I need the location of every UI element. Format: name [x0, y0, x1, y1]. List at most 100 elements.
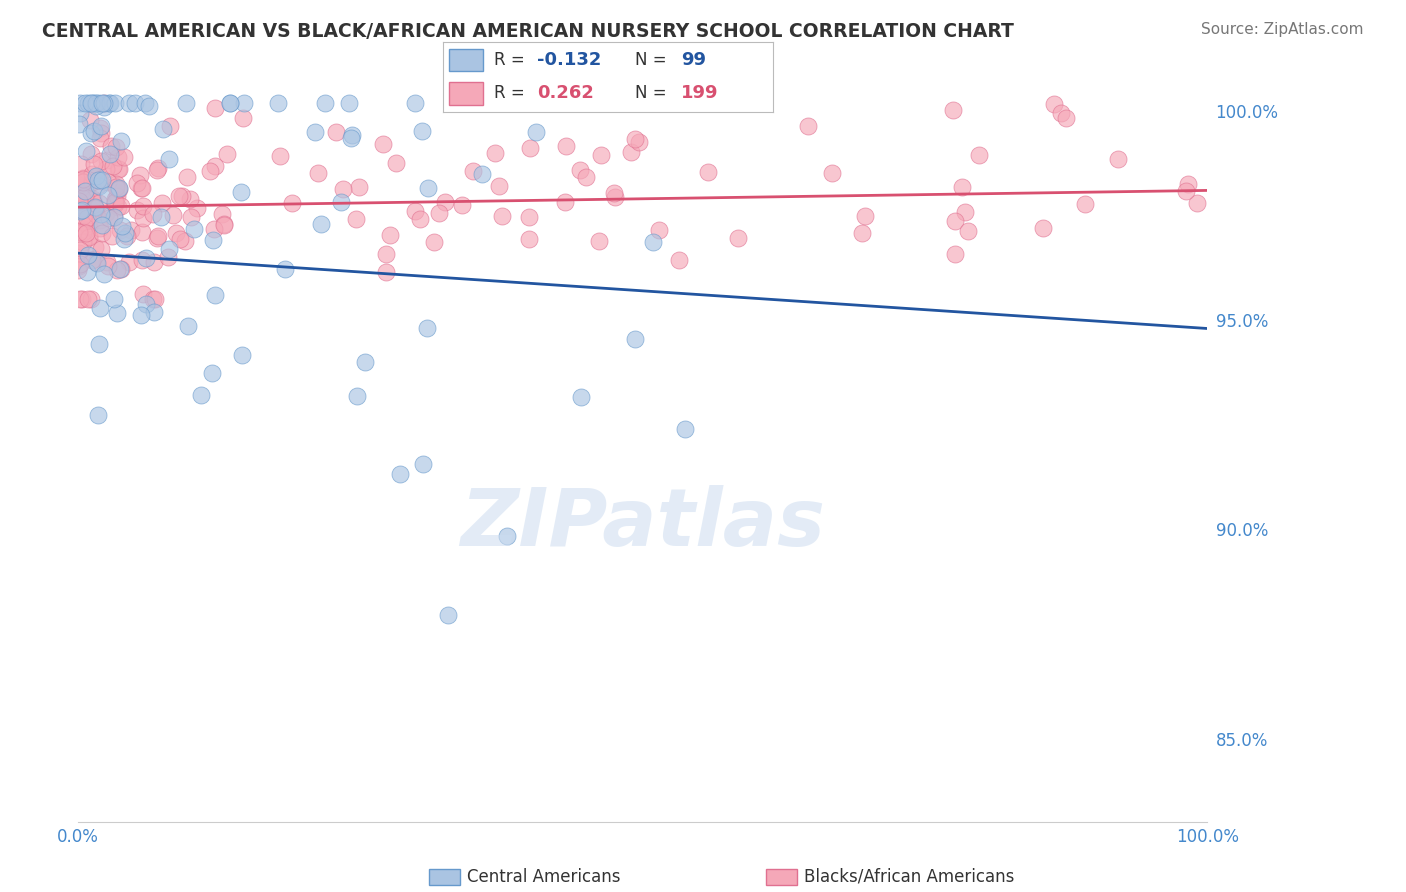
Point [107, 150, 129, 164]
Point [110, 261, 132, 276]
Point [96, 153, 118, 167]
Point [156, 250, 179, 264]
Point [97, 188, 120, 202]
Point [418, 181, 440, 195]
Point [169, 232, 191, 246]
Point [100, 139, 122, 153]
Point [218, 95, 240, 110]
Point [346, 389, 368, 403]
Point [967, 148, 990, 162]
Point [75, 223, 97, 237]
Point [142, 292, 165, 306]
Point [93, 267, 115, 281]
Point [118, 254, 141, 268]
Point [354, 354, 377, 368]
Point [434, 194, 457, 209]
Point [385, 156, 408, 170]
Point [83, 95, 105, 110]
Point [696, 165, 718, 179]
Point [75, 226, 97, 240]
Point [186, 201, 208, 215]
Point [87, 178, 110, 193]
Point [87, 337, 110, 351]
Point [404, 95, 426, 110]
Point [174, 95, 197, 110]
Point [344, 211, 367, 226]
Point [148, 161, 170, 175]
Point [89, 221, 111, 235]
Point [591, 148, 613, 162]
Point [135, 297, 157, 311]
Point [86, 255, 108, 269]
Point [624, 132, 647, 146]
Point [281, 196, 304, 211]
Point [495, 529, 517, 543]
Point [152, 121, 174, 136]
Point [127, 202, 149, 217]
Point [461, 164, 484, 178]
Point [388, 467, 411, 481]
Point [340, 131, 363, 145]
Text: R =: R = [494, 85, 530, 103]
Point [129, 180, 152, 194]
Point [87, 179, 110, 194]
Point [107, 182, 129, 196]
Point [110, 222, 132, 236]
Text: CENTRAL AMERICAN VS BLACK/AFRICAN AMERICAN NURSERY SCHOOL CORRELATION CHART: CENTRAL AMERICAN VS BLACK/AFRICAN AMERIC… [42, 22, 1014, 41]
Point [72, 172, 94, 186]
Point [517, 232, 540, 246]
Point [105, 306, 128, 320]
Point [103, 211, 125, 225]
Point [176, 170, 198, 185]
Point [167, 189, 190, 203]
Point [82, 253, 104, 268]
Point [90, 95, 112, 110]
Point [942, 103, 965, 117]
Point [86, 95, 108, 110]
Point [180, 211, 202, 225]
Text: ZIPatlas: ZIPatlas [460, 485, 825, 564]
Point [93, 100, 115, 114]
Point [340, 128, 363, 142]
Point [104, 140, 127, 154]
Point [77, 247, 100, 261]
Point [727, 231, 749, 245]
Point [159, 243, 181, 257]
Point [150, 196, 173, 211]
Point [330, 194, 353, 209]
Point [97, 175, 120, 189]
Text: -0.132: -0.132 [537, 51, 602, 69]
Point [427, 206, 450, 220]
Point [142, 305, 165, 319]
Point [107, 161, 129, 176]
Point [69, 203, 91, 218]
Point [957, 224, 980, 238]
Point [568, 163, 591, 178]
Point [145, 230, 167, 244]
Point [80, 193, 103, 207]
Point [135, 252, 157, 266]
Point [80, 167, 103, 181]
Point [96, 255, 118, 269]
Point [165, 226, 187, 240]
Point [80, 95, 103, 110]
Point [1185, 195, 1208, 210]
Point [232, 112, 254, 126]
Point [159, 119, 181, 133]
Point [115, 229, 138, 244]
Point [107, 262, 129, 277]
Point [231, 348, 253, 362]
Point [450, 198, 472, 212]
Text: Source: ZipAtlas.com: Source: ZipAtlas.com [1201, 22, 1364, 37]
Point [409, 211, 432, 226]
Point [77, 219, 100, 234]
Point [569, 390, 592, 404]
Point [177, 318, 200, 333]
Point [491, 210, 513, 224]
Point [79, 220, 101, 235]
Point [83, 157, 105, 171]
Point [517, 210, 540, 224]
Point [80, 292, 103, 306]
Point [72, 175, 94, 189]
Point [554, 194, 576, 209]
